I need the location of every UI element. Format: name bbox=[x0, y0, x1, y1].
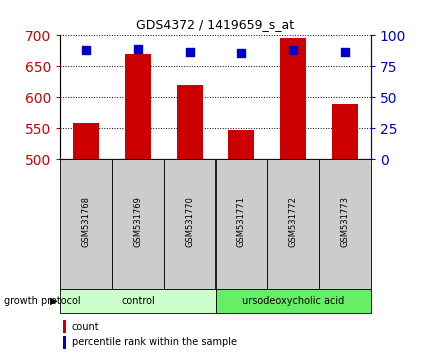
Text: GSM531768: GSM531768 bbox=[82, 196, 90, 247]
Text: percentile rank within the sample: percentile rank within the sample bbox=[72, 337, 236, 348]
Point bbox=[341, 48, 347, 54]
Text: GDS4372 / 1419659_s_at: GDS4372 / 1419659_s_at bbox=[136, 18, 294, 31]
Bar bbox=[228, 130, 254, 159]
Bar bbox=[215, 289, 370, 313]
Point bbox=[83, 47, 89, 53]
Text: ▶: ▶ bbox=[49, 296, 57, 306]
Point bbox=[289, 47, 296, 53]
Bar bbox=[60, 159, 112, 289]
Point bbox=[237, 50, 244, 56]
Bar bbox=[112, 159, 163, 289]
Bar bbox=[60, 289, 215, 313]
Text: ursodeoxycholic acid: ursodeoxycholic acid bbox=[241, 296, 344, 306]
Bar bbox=[125, 54, 150, 159]
Text: GSM531770: GSM531770 bbox=[185, 196, 194, 247]
Point bbox=[186, 48, 193, 54]
Text: GSM531772: GSM531772 bbox=[288, 196, 297, 247]
Text: GSM531771: GSM531771 bbox=[237, 196, 245, 247]
Text: growth protocol: growth protocol bbox=[4, 296, 81, 306]
Bar bbox=[176, 85, 202, 159]
Bar bbox=[267, 159, 318, 289]
Bar bbox=[63, 320, 66, 333]
Bar bbox=[215, 159, 267, 289]
Point bbox=[134, 46, 141, 52]
Bar bbox=[318, 159, 370, 289]
Bar bbox=[163, 159, 215, 289]
Bar bbox=[73, 123, 99, 159]
Bar bbox=[63, 336, 66, 349]
Bar bbox=[331, 103, 357, 159]
Text: GSM531769: GSM531769 bbox=[133, 196, 142, 247]
Bar bbox=[280, 39, 305, 159]
Text: GSM531773: GSM531773 bbox=[340, 196, 348, 247]
Text: count: count bbox=[72, 321, 99, 332]
Text: control: control bbox=[121, 296, 154, 306]
